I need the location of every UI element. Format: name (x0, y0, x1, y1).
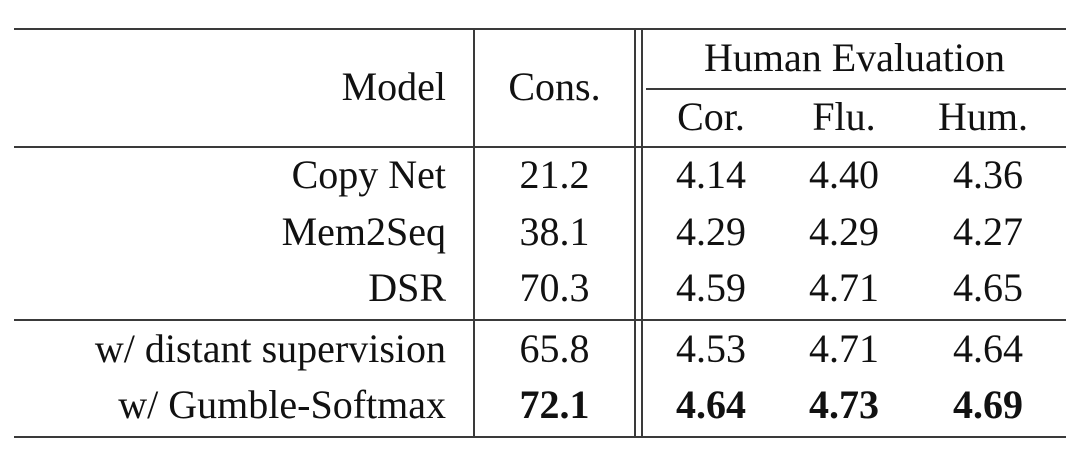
row-flu-best: 4.73 (809, 382, 879, 427)
row-cor: 4.29 (676, 209, 746, 254)
header-human-evaluation: Human Evaluation (703, 35, 1006, 80)
row-cons: 21.2 (519, 152, 590, 197)
row-cons-best: 72.1 (519, 382, 590, 427)
section-rule (14, 319, 1066, 321)
row-flu: 4.40 (809, 152, 879, 197)
row-cor: 4.53 (676, 326, 746, 371)
header-hum: Hum. (938, 94, 1028, 139)
col-divider-double-right (641, 28, 643, 438)
row-cons: 38.1 (519, 209, 590, 254)
group-rule (646, 88, 1066, 90)
header-cons: Cons. (508, 64, 601, 109)
top-rule (14, 28, 1066, 30)
header-model: Model (341, 64, 446, 109)
row-hum: 4.27 (953, 209, 1023, 254)
row-model-mem2seq: Mem2Seq (281, 209, 446, 254)
row-flu: 4.29 (809, 209, 879, 254)
header-rule (14, 146, 1066, 148)
row-cor: 4.14 (676, 152, 746, 197)
row-model-distant-supervision: w/ distant supervision (94, 326, 446, 371)
row-flu: 4.71 (809, 265, 879, 310)
row-cons: 65.8 (519, 326, 590, 371)
header-flu: Flu. (812, 94, 876, 139)
col-divider-double-left (634, 28, 636, 438)
header-cor: Cor. (677, 94, 745, 139)
col-divider-model (473, 28, 475, 438)
row-model-copy-net: Copy Net (291, 152, 446, 197)
row-hum-best: 4.69 (953, 382, 1023, 427)
row-hum: 4.64 (953, 326, 1023, 371)
row-cons: 70.3 (519, 265, 590, 310)
bottom-rule (14, 436, 1066, 438)
row-model-dsr: DSR (368, 265, 446, 310)
row-cor: 4.59 (676, 265, 746, 310)
row-hum: 4.65 (953, 265, 1023, 310)
row-hum: 4.36 (953, 152, 1023, 197)
row-cor-best: 4.64 (676, 382, 746, 427)
row-model-gumble-softmax: w/ Gumble-Softmax (118, 382, 446, 427)
row-flu: 4.71 (809, 326, 879, 371)
